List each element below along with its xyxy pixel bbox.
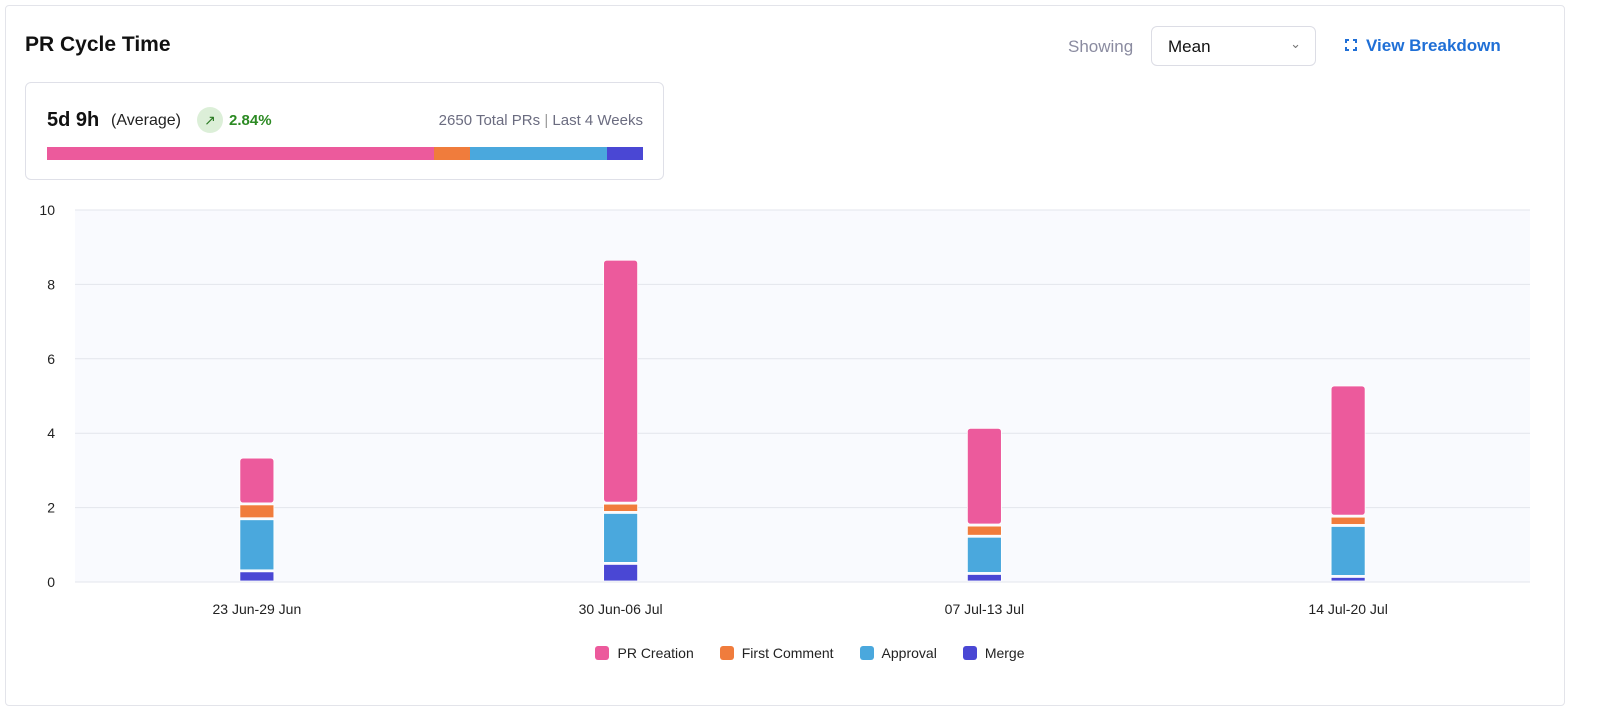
bar-segment-pr-creation: [239, 457, 275, 504]
breakdown-segment-approval: [470, 147, 608, 160]
arrow-up-right-icon: ↗: [197, 107, 223, 133]
legend-item-pr-creation[interactable]: PR Creation: [595, 645, 694, 661]
bar-segment-approval: [603, 513, 639, 563]
bar-segment-merge: [1330, 577, 1366, 582]
legend-label: Merge: [984, 645, 1025, 661]
period: Last 4 Weeks: [552, 112, 643, 129]
y-tick-label: 10: [39, 202, 55, 218]
view-breakdown-button[interactable]: View Breakdown: [1345, 36, 1501, 56]
breakdown-segment-first-comment: [434, 147, 471, 160]
y-tick-label: 2: [47, 500, 55, 516]
bar-segment-approval: [966, 536, 1002, 573]
select-value: Mean: [1168, 37, 1211, 56]
breakdown-segment-pr-creation: [47, 147, 435, 160]
legend-item-merge[interactable]: Merge: [962, 645, 1025, 661]
x-tick-label: 07 Jul-13 Jul: [945, 601, 1024, 617]
chevron-down-icon: ⌄: [1290, 36, 1301, 51]
page-title: PR Cycle Time: [25, 33, 171, 56]
bar-segment-pr-creation: [603, 259, 639, 503]
legend-label: First Comment: [741, 645, 834, 661]
average-label: (Average): [111, 112, 181, 129]
summary-meta: 2650 Total PRs | Last 4 Weeks: [439, 112, 643, 129]
x-tick-label: 14 Jul-20 Jul: [1308, 601, 1387, 617]
x-tick-label: 23 Jun-29 Jun: [213, 601, 302, 617]
legend-label: PR Creation: [617, 645, 694, 661]
aggregation-select[interactable]: Mean ⌄: [1151, 26, 1316, 66]
legend-item-approval[interactable]: Approval: [859, 645, 937, 661]
bar-segment-pr-creation: [966, 427, 1002, 525]
breakdown-bar: [47, 147, 643, 160]
chart-legend: PR Creation First Comment Approval Merge: [0, 645, 1600, 661]
bar-segment-first-comment: [603, 503, 639, 512]
legend-label: Approval: [881, 645, 937, 661]
breakdown-segment-merge: [607, 147, 643, 160]
bar-segment-pr-creation: [1330, 385, 1366, 516]
bar-segment-first-comment: [1330, 516, 1366, 525]
view-breakdown-label: View Breakdown: [1366, 36, 1501, 55]
legend-swatch: [859, 646, 874, 660]
expand-icon: [1345, 39, 1357, 51]
legend-swatch: [962, 646, 977, 660]
bar-segment-first-comment: [966, 525, 1002, 536]
legend-swatch: [595, 646, 610, 660]
bar-segment-merge: [239, 571, 275, 582]
y-tick-label: 8: [47, 276, 55, 292]
bar-segment-approval: [1330, 526, 1366, 576]
summary-card: 5d 9h (Average) ↗ 2.84% 2650 Total PRs |…: [25, 82, 664, 180]
bar-segment-merge: [966, 574, 1002, 582]
average-value: 5d 9h: [47, 109, 100, 131]
bar-segment-first-comment: [239, 504, 275, 519]
change-percent: 2.84%: [229, 112, 272, 129]
y-tick-label: 4: [47, 425, 55, 441]
showing-label: Showing: [1068, 37, 1134, 56]
legend-item-first-comment[interactable]: First Comment: [719, 645, 834, 661]
total-prs: 2650 Total PRs: [438, 112, 541, 129]
bar-segment-approval: [239, 519, 275, 571]
bar-segment-merge: [603, 564, 639, 582]
x-tick-label: 30 Jun-06 Jul: [579, 601, 663, 617]
legend-swatch: [719, 646, 734, 660]
y-tick-label: 0: [47, 574, 55, 590]
y-tick-label: 6: [47, 351, 55, 367]
plot-area: [75, 210, 1530, 582]
separator: |: [544, 112, 549, 129]
